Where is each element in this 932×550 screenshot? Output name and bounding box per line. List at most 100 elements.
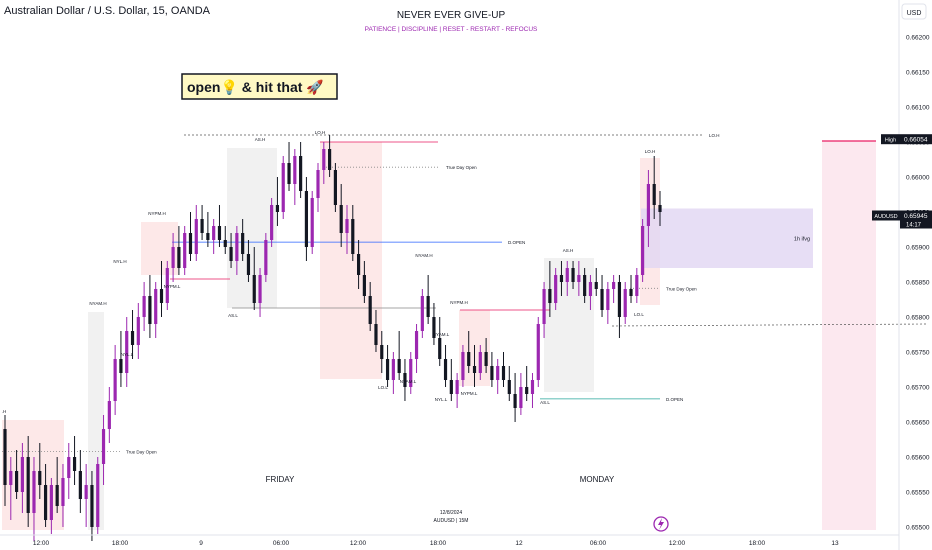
candle <box>461 352 465 380</box>
candle <box>246 254 251 275</box>
candle <box>374 324 378 345</box>
candle <box>356 254 361 275</box>
candle <box>9 471 13 485</box>
candle <box>391 359 395 380</box>
candle <box>588 282 593 296</box>
time-tick-label: 06:00 <box>590 540 607 547</box>
time-tick-label: 9 <box>199 540 203 547</box>
open-badge-box <box>181 73 338 100</box>
headline: NEVER EVER GIVE-UP <box>397 10 506 21</box>
candle <box>177 247 181 268</box>
open-badge[interactable]: open💡 & hit that 🚀 <box>181 73 338 100</box>
level-label: D.OPEN <box>666 397 683 402</box>
subheadline: PATIENCE | DISCIPLINE | RESET - RESTART … <box>365 26 538 33</box>
candle <box>368 296 372 324</box>
candle <box>351 219 355 254</box>
candle <box>264 240 268 275</box>
candle <box>26 457 30 513</box>
candle <box>490 366 494 380</box>
candle <box>594 282 598 289</box>
high-badge-value: 0.66054 <box>904 137 928 144</box>
candle <box>241 233 245 254</box>
candle <box>171 247 175 268</box>
candle <box>617 282 622 317</box>
candle <box>142 296 146 317</box>
candle <box>287 163 291 184</box>
candle <box>559 275 564 282</box>
lightning-icon[interactable] <box>653 516 669 532</box>
candle <box>478 352 482 373</box>
candle <box>339 205 343 233</box>
killzone-box <box>822 141 876 530</box>
open-badge-text: open💡 & hit that 🚀 <box>187 79 324 96</box>
candle <box>380 345 384 359</box>
candle <box>501 366 506 380</box>
killzone-box <box>320 142 382 379</box>
candle <box>612 282 616 289</box>
candle <box>148 296 152 324</box>
candle <box>252 275 256 303</box>
swing-label: LO.H <box>645 149 656 154</box>
countdown-value: 14:17 <box>906 223 922 229</box>
swing-label: NYAM.L <box>433 332 450 337</box>
footer-date: 12/8/2024 <box>440 510 462 516</box>
candle <box>223 240 227 247</box>
time-tick-label: 12 <box>515 540 523 547</box>
day-label-friday: FRIDAY <box>266 475 295 484</box>
candle <box>299 156 303 191</box>
swing-label: LO.L <box>634 312 644 317</box>
candle <box>107 401 111 429</box>
candle <box>565 268 569 282</box>
candle <box>513 394 517 408</box>
candle <box>61 478 65 506</box>
candle <box>14 471 19 492</box>
swing-label: AS.H <box>255 137 266 142</box>
currency-button[interactable]: USD <box>901 3 927 20</box>
price-tick-label: 0.65800 <box>906 315 930 322</box>
candle <box>345 219 349 233</box>
swing-label: NYL.H <box>113 259 126 264</box>
time-tick-label: 18:00 <box>749 540 766 547</box>
candle <box>316 170 320 198</box>
swing-label: NYPM.L <box>164 284 181 289</box>
high-badge-value-box <box>900 134 932 145</box>
candle <box>652 184 656 205</box>
swing-label: .H <box>2 409 7 414</box>
candle <box>600 289 604 310</box>
candle <box>119 359 123 373</box>
price-tick-label: 0.65650 <box>906 420 930 427</box>
time-tick-label: 12:00 <box>33 540 50 547</box>
currency-button-box <box>901 3 927 20</box>
fvg-label: 1h ifvg <box>794 236 810 242</box>
candle <box>333 170 337 205</box>
candle <box>409 359 413 387</box>
level-lines-layer: LO.H D.OPEN D.OPEN True Day Open True Day Op… <box>2 133 927 454</box>
candle <box>385 359 390 380</box>
last-price-badge-box <box>900 210 932 229</box>
candle <box>362 275 366 296</box>
candle <box>542 289 546 324</box>
high-badge-label: High <box>885 138 896 144</box>
candle <box>548 289 552 303</box>
candle <box>571 268 575 282</box>
candle <box>414 331 419 359</box>
candle <box>38 471 42 485</box>
candle <box>525 387 529 394</box>
candle <box>212 226 216 240</box>
candle <box>154 289 158 324</box>
candle <box>165 268 169 303</box>
price-tick-label: 0.65750 <box>906 350 930 357</box>
swing-label: AS.H <box>563 248 574 253</box>
time-tick-label: 12:00 <box>350 540 367 547</box>
candle <box>623 289 627 317</box>
price-tick-label: 0.65900 <box>906 245 930 252</box>
candle <box>577 275 581 282</box>
candle <box>606 289 610 310</box>
candle <box>188 233 193 254</box>
candle <box>90 485 94 527</box>
candle <box>328 149 332 170</box>
swing-label: NYL.L <box>435 397 448 402</box>
candle <box>275 205 280 212</box>
candle <box>96 464 100 527</box>
